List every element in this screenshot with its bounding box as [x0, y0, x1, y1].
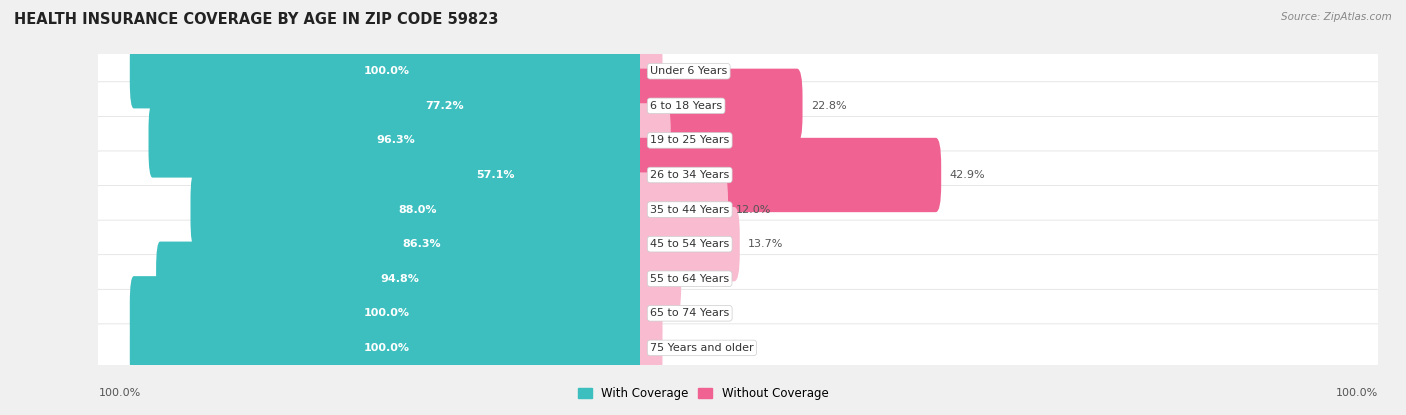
FancyBboxPatch shape — [638, 151, 1379, 199]
Text: 100.0%: 100.0% — [98, 388, 141, 398]
FancyBboxPatch shape — [97, 82, 641, 130]
FancyBboxPatch shape — [200, 207, 644, 281]
FancyBboxPatch shape — [638, 186, 1379, 234]
FancyBboxPatch shape — [634, 34, 662, 108]
Text: 94.8%: 94.8% — [381, 274, 419, 284]
FancyBboxPatch shape — [638, 116, 1379, 164]
FancyBboxPatch shape — [638, 82, 1379, 130]
Text: 75 Years and older: 75 Years and older — [650, 343, 754, 353]
Text: 6 to 18 Years: 6 to 18 Years — [650, 101, 723, 111]
Text: 100.0%: 100.0% — [364, 343, 409, 353]
Text: 35 to 44 Years: 35 to 44 Years — [650, 205, 730, 215]
Text: 26 to 34 Years: 26 to 34 Years — [650, 170, 730, 180]
FancyBboxPatch shape — [634, 103, 671, 178]
Legend: With Coverage, Without Coverage: With Coverage, Without Coverage — [572, 383, 834, 405]
Text: 100.0%: 100.0% — [364, 308, 409, 318]
Text: 88.0%: 88.0% — [398, 205, 436, 215]
FancyBboxPatch shape — [97, 186, 641, 234]
FancyBboxPatch shape — [149, 103, 644, 178]
FancyBboxPatch shape — [97, 151, 641, 199]
Text: 57.1%: 57.1% — [477, 170, 515, 180]
FancyBboxPatch shape — [129, 276, 644, 351]
Text: 65 to 74 Years: 65 to 74 Years — [650, 308, 730, 318]
Text: 45 to 54 Years: 45 to 54 Years — [650, 239, 730, 249]
FancyBboxPatch shape — [638, 289, 1379, 337]
Text: 55 to 64 Years: 55 to 64 Years — [650, 274, 730, 284]
FancyBboxPatch shape — [97, 220, 641, 268]
Text: 3.7%: 3.7% — [679, 135, 707, 145]
Text: 0.0%: 0.0% — [671, 308, 699, 318]
FancyBboxPatch shape — [245, 68, 644, 143]
Text: 0.0%: 0.0% — [671, 66, 699, 76]
FancyBboxPatch shape — [638, 47, 1379, 95]
FancyBboxPatch shape — [634, 207, 740, 281]
Text: 19 to 25 Years: 19 to 25 Years — [650, 135, 730, 145]
FancyBboxPatch shape — [97, 116, 641, 164]
Text: 5.2%: 5.2% — [689, 274, 718, 284]
FancyBboxPatch shape — [634, 68, 803, 143]
Text: 77.2%: 77.2% — [425, 101, 464, 111]
FancyBboxPatch shape — [129, 311, 644, 385]
Text: HEALTH INSURANCE COVERAGE BY AGE IN ZIP CODE 59823: HEALTH INSURANCE COVERAGE BY AGE IN ZIP … — [14, 12, 499, 27]
Text: 42.9%: 42.9% — [949, 170, 986, 180]
FancyBboxPatch shape — [634, 242, 681, 316]
Text: 13.7%: 13.7% — [748, 239, 783, 249]
Text: 100.0%: 100.0% — [364, 66, 409, 76]
FancyBboxPatch shape — [638, 255, 1379, 303]
FancyBboxPatch shape — [156, 242, 644, 316]
Text: Source: ZipAtlas.com: Source: ZipAtlas.com — [1281, 12, 1392, 22]
FancyBboxPatch shape — [634, 276, 662, 351]
Text: 22.8%: 22.8% — [811, 101, 846, 111]
Text: 86.3%: 86.3% — [402, 239, 440, 249]
FancyBboxPatch shape — [190, 172, 644, 247]
Text: 100.0%: 100.0% — [1336, 388, 1378, 398]
FancyBboxPatch shape — [634, 138, 941, 212]
FancyBboxPatch shape — [97, 255, 641, 303]
FancyBboxPatch shape — [634, 172, 728, 247]
Text: 0.0%: 0.0% — [671, 343, 699, 353]
FancyBboxPatch shape — [97, 47, 641, 95]
FancyBboxPatch shape — [129, 34, 644, 108]
Text: 12.0%: 12.0% — [737, 205, 772, 215]
FancyBboxPatch shape — [347, 138, 644, 212]
Text: Under 6 Years: Under 6 Years — [650, 66, 727, 76]
FancyBboxPatch shape — [634, 311, 662, 385]
FancyBboxPatch shape — [638, 324, 1379, 372]
FancyBboxPatch shape — [97, 324, 641, 372]
FancyBboxPatch shape — [97, 289, 641, 337]
FancyBboxPatch shape — [638, 220, 1379, 268]
Text: 96.3%: 96.3% — [377, 135, 416, 145]
